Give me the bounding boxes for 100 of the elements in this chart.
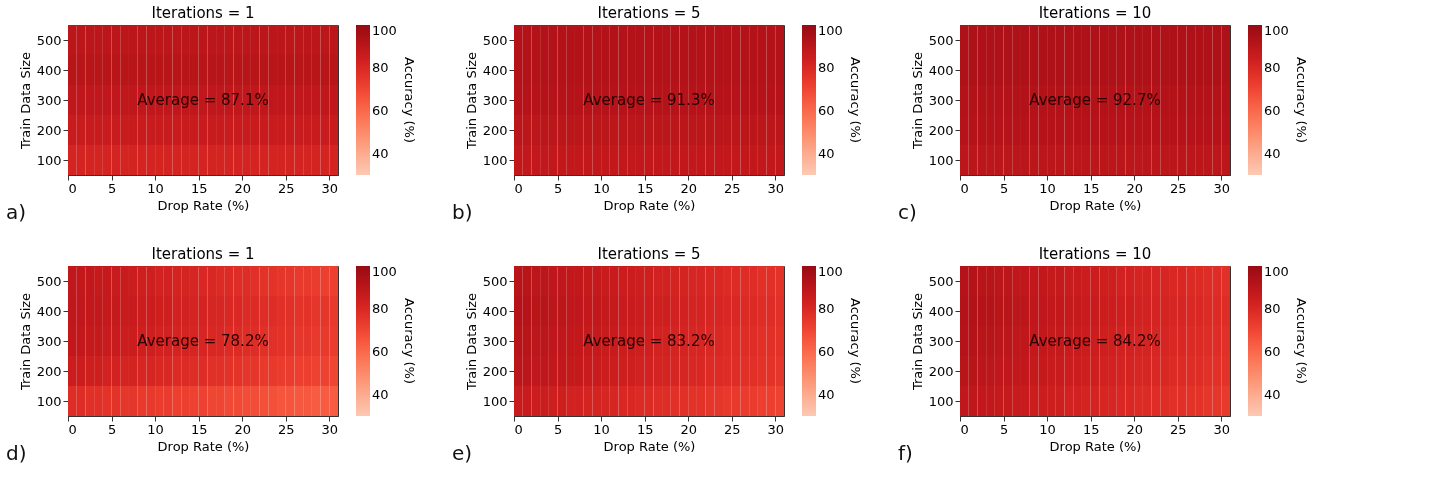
color-bar-label: 60 [372, 343, 389, 359]
color-bar-title: Accuracy (%) [402, 57, 417, 143]
x-tick-label: 20 [234, 421, 251, 437]
y-axis-title: Train Data Size [17, 51, 33, 151]
x-tick-label: 0 [960, 180, 969, 196]
color-bar-title: Accuracy (%) [1294, 57, 1309, 143]
color-bar-label: 60 [818, 102, 835, 118]
x-tick-label: 15 [1082, 180, 1100, 196]
x-axis-title: Drop Rate (%) [157, 197, 250, 213]
y-tick-label: 500 [36, 32, 62, 48]
annotation: Average = 87.1% [137, 91, 269, 109]
color-bar-label: 80 [372, 59, 389, 75]
y-tick-label: 200 [928, 122, 954, 138]
x-tick-label: 30 [1213, 421, 1231, 437]
x-tick-label: 0 [68, 180, 77, 196]
color-bar-label: 40 [818, 386, 835, 402]
color-bar-label: 40 [818, 145, 835, 161]
x-tick-label: 30 [321, 421, 339, 437]
x-tick-label: 20 [1126, 421, 1143, 437]
color-bar-title: Accuracy (%) [1294, 298, 1309, 384]
x-tick-label: 25 [277, 180, 295, 196]
annotation: Average = 78.2% [137, 332, 269, 350]
x-tick-label: 5 [999, 180, 1009, 196]
y-tick-label: 400 [36, 303, 62, 319]
y-axis-title: Train Data Size [463, 292, 479, 392]
x-axis-title: Drop Rate (%) [603, 438, 696, 454]
color-bar-label: 80 [372, 300, 389, 316]
color-bar-title: Accuracy (%) [848, 298, 863, 384]
x-tick-label: 10 [593, 421, 610, 437]
x-tick-label: 0 [960, 421, 969, 437]
x-tick-label: 10 [593, 180, 610, 196]
color-bar-label: 100 [818, 264, 843, 279]
annotation: Average = 92.7% [1029, 91, 1161, 109]
y-tick-label: 400 [482, 62, 508, 78]
y-tick-label: 400 [928, 62, 954, 78]
x-tick-label: 30 [767, 180, 785, 196]
y-tick-label: 500 [482, 32, 508, 48]
text: d) [6, 441, 27, 465]
color-bar-label: 60 [818, 343, 835, 359]
x-tick-label: 5 [553, 180, 563, 196]
y-tick-label: 100 [928, 393, 954, 409]
y-tick-label: 200 [36, 122, 62, 138]
y-tick-label: 300 [482, 92, 508, 108]
color-bar-label: 100 [818, 23, 843, 38]
x-tick-label: 15 [190, 180, 208, 196]
annotation: Average = 91.3% [583, 91, 715, 109]
x-tick-label: 10 [1039, 421, 1056, 437]
x-tick-label: 15 [636, 421, 654, 437]
y-tick-label: 100 [36, 152, 62, 168]
color-bar-label: 40 [372, 145, 389, 161]
y-tick-label: 400 [482, 303, 508, 319]
x-axis-title: Drop Rate (%) [1049, 197, 1142, 213]
chart-title: Iterations = 5 [597, 4, 701, 22]
y-tick-label: 300 [482, 333, 508, 349]
x-tick-label: 25 [723, 421, 741, 437]
y-tick-label: 100 [36, 393, 62, 409]
chart-title: Iterations = 5 [597, 245, 701, 263]
y-tick-label: 100 [482, 393, 508, 409]
y-tick-label: 500 [928, 32, 954, 48]
annotation: Average = 83.2% [583, 332, 715, 350]
x-axis-title: Drop Rate (%) [1049, 438, 1142, 454]
color-bar-label: 80 [818, 59, 835, 75]
x-tick-label: 0 [514, 421, 523, 437]
color-bar-label: 40 [372, 386, 389, 402]
x-axis-title: Drop Rate (%) [157, 438, 250, 454]
x-tick-label: 5 [107, 421, 117, 437]
x-tick-label: 20 [680, 421, 697, 437]
x-tick-label: 30 [1213, 180, 1231, 196]
y-tick-label: 300 [928, 333, 954, 349]
y-axis-title: Train Data Size [909, 292, 925, 392]
y-tick-label: 500 [928, 273, 954, 289]
y-tick-label: 100 [482, 152, 508, 168]
y-tick-label: 100 [928, 152, 954, 168]
x-tick-label: 10 [147, 421, 164, 437]
y-axis-title: Train Data Size [909, 51, 925, 151]
y-tick-label: 400 [928, 303, 954, 319]
color-bar-label: 40 [1264, 386, 1281, 402]
x-axis-title: Drop Rate (%) [603, 197, 696, 213]
x-tick-label: 30 [767, 421, 785, 437]
annotation: Average = 84.2% [1029, 332, 1161, 350]
x-tick-label: 20 [1126, 180, 1143, 196]
y-tick-label: 500 [36, 273, 62, 289]
y-axis-title: Train Data Size [17, 292, 33, 392]
color-bar-label: 80 [818, 300, 835, 316]
color-bar-label: 100 [1264, 23, 1289, 38]
x-tick-label: 15 [1082, 421, 1100, 437]
y-axis-title: Train Data Size [463, 51, 479, 151]
chart-title: Iterations = 1 [151, 4, 255, 22]
chart-title: Iterations = 10 [1038, 245, 1152, 263]
color-bar-label: 60 [372, 102, 389, 118]
x-tick-label: 5 [999, 421, 1009, 437]
color-bar-label: 80 [1264, 300, 1281, 316]
y-tick-label: 200 [928, 363, 954, 379]
x-tick-label: 0 [68, 421, 77, 437]
y-tick-label: 300 [928, 92, 954, 108]
x-tick-label: 25 [723, 180, 741, 196]
chart-title: Iterations = 1 [151, 245, 255, 263]
y-tick-label: 500 [482, 273, 508, 289]
x-tick-label: 0 [514, 180, 523, 196]
chart-title: Iterations = 10 [1038, 4, 1152, 22]
